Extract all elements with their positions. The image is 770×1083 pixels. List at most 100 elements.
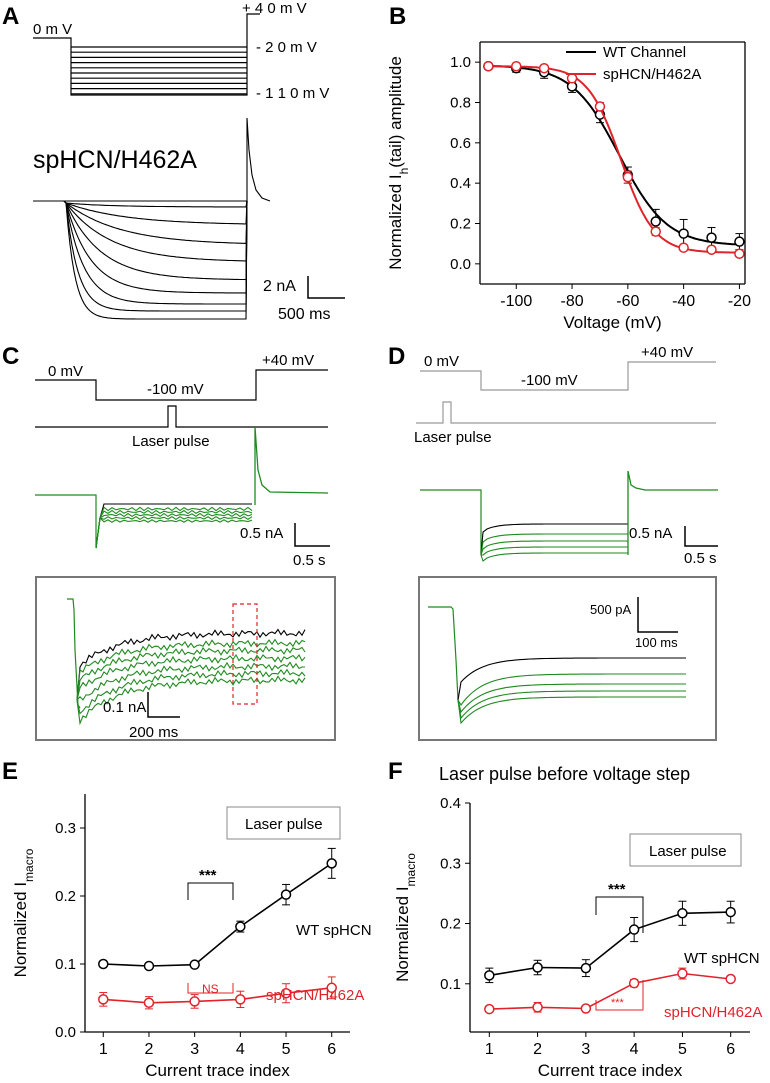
x-tick-label: 5 [282,1041,291,1058]
laser-pulse-trace-c [35,405,328,428]
y-tick-label: 0.1 [440,976,461,993]
y-tick-label: 0.1 [55,956,76,973]
panel-f: F Laser pulse before voltage step 1 2 3 4 5 6… [388,758,762,1080]
panel-c: C 0 mV -100 mV +40 mV Laser pulse 0.5 nA… [2,343,336,741]
series-wt [483,60,745,251]
y-axis-label-tail: (tail) amplitude [386,56,405,168]
data-point [235,994,246,1005]
protocol-label-0mv-c: 0 mV [48,363,83,380]
y-tick-label: 0.4 [450,175,471,192]
data-point [98,994,109,1005]
laser-pulse-trace-d [416,401,716,424]
data-point [326,858,337,869]
protocol-label-plus40-d: +40 mV [641,344,693,361]
panel-label-b: B [389,3,406,30]
sig-label-bottom-f: *** [611,997,625,1009]
step-onset [35,494,97,548]
current-trace [95,516,253,549]
data-point [566,73,578,84]
x-tick-label: -20 [728,293,751,310]
inset-scale-amp-d: 500 pA [590,602,632,617]
legend-label-wt: WT Channel [603,44,686,61]
inset-box-c [35,576,336,741]
data-point [326,982,337,994]
current-trace [95,516,253,549]
data-point [484,970,495,981]
inset-scale-bar-d [637,597,678,633]
sig-label-top-e: *** [199,867,217,884]
data-point [280,987,292,999]
series-line [489,972,731,1010]
tail-current [254,426,329,505]
series-label-wt-f: WT spHCN [684,950,760,967]
y-tick-label: 0.0 [55,1024,76,1041]
chart-e: 1 2 3 4 5 6 0.0 0.1 0.2 0.3 Current trace index Nor… [11,794,350,1080]
x-axis-label: Current trace index [145,1061,290,1080]
inset-trace [457,690,686,720]
current-trace [480,540,628,556]
inset-box-d [418,576,717,741]
data-point [706,244,717,255]
data-point [143,997,155,1009]
y-axis-label-main: Normalized I [393,886,412,981]
series-label-wt-e: WT spHCN [296,922,372,939]
data-point [580,1003,592,1014]
data-point [280,889,292,900]
y-tick-label: 0.3 [55,820,76,837]
current-trace [63,200,248,312]
current-trace [95,503,252,549]
data-point [580,962,592,974]
legend-box-e [226,806,341,840]
inset-trace [76,638,306,701]
y-axis-label-sub: macro [22,848,36,882]
current-trace [95,506,253,549]
x-tick-label: 5 [678,1041,687,1058]
y-tick-label: 0.2 [440,916,461,933]
protocol-step-frame [33,13,260,96]
tail-current [627,470,718,555]
construct-label: spHCN/H462A [33,146,197,174]
x-tick-label: 3 [581,1041,590,1058]
current-traces-d [420,470,718,562]
sig-bracket-top-f [595,896,644,933]
x-tick-label: 2 [533,1041,542,1058]
panel-b: B -100 -80 -60 -40 -20 0.0 0.2 0.4 0.6 0.8 1.0 Volt… [386,3,751,332]
inset-onset [428,606,459,701]
inset-traces-c [67,598,306,726]
series-line [489,911,731,977]
data-point [706,232,717,243]
current-trace [480,552,628,562]
protocol-label-minus100-c: -100 mV [147,381,204,398]
data-point [594,101,606,112]
data-point [483,60,494,72]
inset-trace [457,657,686,701]
inset-trace [76,668,306,715]
panel-a: A 0 m V + 4 0 m V - 2 0 m V - 1 1 0 m V … [2,0,345,323]
current-trace [63,200,248,208]
protocol-label-minus20: - 2 0 m V [256,39,317,56]
panel-d: D 0 mV -100 mV +40 mV Laser pulse 0.5 nA… [388,343,718,741]
x-tick-label: -60 [616,293,639,310]
laser-label-d: Laser pulse [414,429,492,446]
series-mutant [483,60,745,259]
legend-label-mutant: spHCN/H462A [603,66,701,83]
inset-scale-amp-c: 0.1 nA [103,699,146,716]
protocol-label-minus100-d: -100 mV [521,372,578,389]
chart-f: 1 2 3 4 5 6 0.1 0.2 0.3 0.4 Current trace index Nor… [393,795,750,1080]
sig-label-bottom-e: NS [202,982,219,996]
series-wt [484,900,736,984]
y-axis-label-sub: macro [404,853,418,887]
current-trace [63,200,248,281]
scale-time-d: 0.5 s [684,550,717,567]
voltage-protocol-a [33,13,260,96]
laser-label-c: Laser pulse [132,433,210,450]
protocol-label-plus40-c: +40 mV [262,352,314,369]
current-trace [63,200,248,305]
y-axis-label: Normalized Imacro [393,853,418,982]
y-tick-label: 0.4 [440,795,461,812]
x-tick-label: 1 [485,1041,494,1058]
x-tick-label: 4 [630,1041,639,1058]
data-point [189,959,200,970]
data-point [628,977,640,989]
